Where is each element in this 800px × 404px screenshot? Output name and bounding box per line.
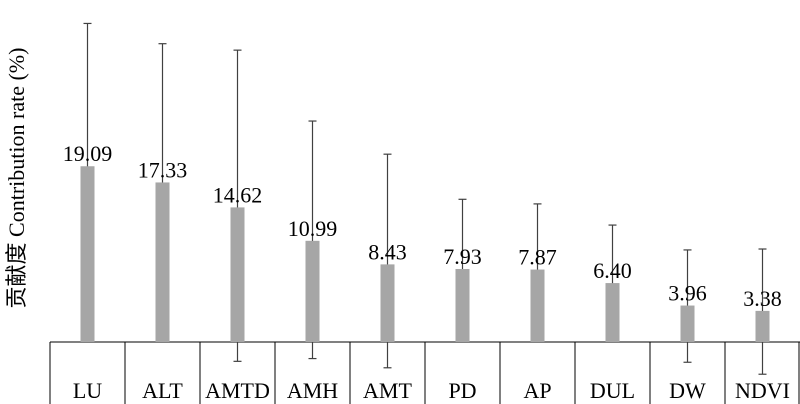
- bar: [230, 207, 245, 342]
- bar: [680, 305, 695, 342]
- error-bars: [83, 22, 767, 375]
- x-tick-label: PD: [448, 378, 476, 403]
- bars: [80, 166, 770, 342]
- x-axis-tick-labels: LU ALT AMTD AMH AMT PD AP DUL DW NDVI: [73, 378, 790, 403]
- x-tick-label: NDVI: [735, 378, 790, 403]
- bar: [530, 269, 545, 342]
- category-table: [49, 341, 800, 404]
- bar: [155, 182, 170, 342]
- x-tick-label: AMTD: [205, 378, 270, 403]
- bar: [305, 240, 320, 342]
- bar: [80, 166, 95, 342]
- x-tick-label: ALT: [142, 378, 183, 403]
- data-label: 19.09: [63, 141, 113, 166]
- x-tick-label: LU: [73, 378, 102, 403]
- data-label: 7.87: [518, 245, 557, 270]
- y-axis-label: 贡献度 Contribution rate (%): [4, 48, 29, 309]
- data-label: 7.93: [443, 244, 482, 269]
- bar: [755, 310, 770, 342]
- data-labels: 19.09 17.33 14.62 10.99 8.43 7.93 7.87 6.40 3.96…: [63, 141, 782, 311]
- data-label: 14.62: [213, 182, 263, 207]
- x-tick-label: AP: [523, 378, 551, 403]
- x-tick-label: AMT: [363, 378, 412, 403]
- x-tick-label: AMH: [287, 378, 338, 403]
- bar: [605, 283, 620, 342]
- data-label: 3.96: [668, 281, 707, 306]
- x-tick-label: DW: [669, 378, 706, 403]
- data-label: 10.99: [288, 216, 338, 241]
- data-label: 3.38: [743, 286, 782, 311]
- bar: [380, 264, 395, 342]
- bar: [455, 268, 470, 342]
- data-label: 8.43: [368, 239, 407, 264]
- data-label: 6.40: [593, 258, 632, 283]
- x-tick-label: DUL: [590, 378, 635, 403]
- data-label: 17.33: [138, 157, 188, 182]
